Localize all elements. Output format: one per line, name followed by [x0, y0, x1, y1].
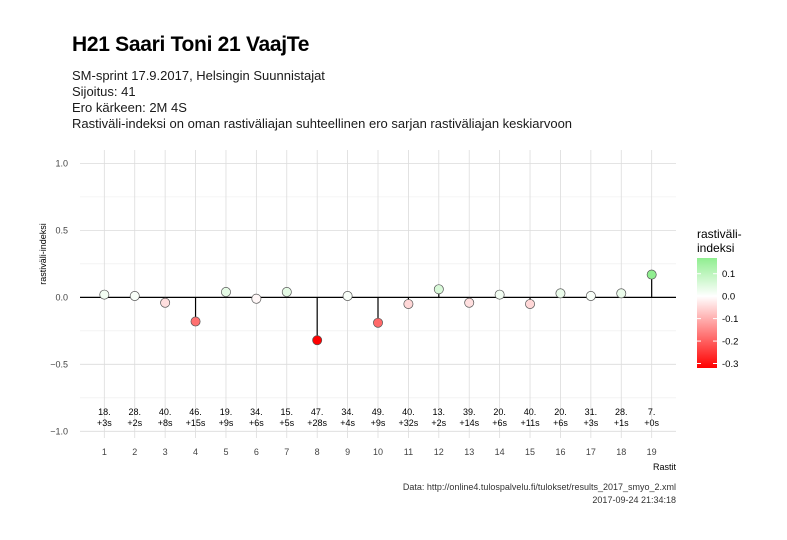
gap-label-7: +5s: [279, 418, 294, 428]
point-9: [342, 291, 353, 301]
subtitle-placement: Sijoitus: 41: [72, 84, 136, 99]
rank-label-8: 47.: [311, 407, 324, 417]
timestamp: 2017-09-24 21:34:18: [592, 495, 676, 505]
rank-label-11: 40.: [402, 407, 415, 417]
point-13: [464, 297, 475, 308]
x-tick-label: 17: [586, 447, 596, 457]
point-1: [99, 289, 110, 300]
x-tick-label: 18: [616, 447, 626, 457]
point-15: [525, 299, 535, 309]
gap-label-15: +11s: [520, 418, 540, 428]
gap-label-14: +6s: [492, 418, 507, 428]
gap-label-12: +2s: [431, 418, 446, 428]
rank-label-6: 34.: [250, 407, 263, 417]
y-tick-label: 0.5: [55, 225, 68, 235]
gap-label-16: +6s: [553, 418, 568, 428]
gap-label-18: +1s: [614, 418, 629, 428]
x-tick-label: 16: [555, 447, 565, 457]
legend-tick-label: -0.2: [722, 337, 738, 348]
gap-label-5: +9s: [219, 418, 234, 428]
point-17: [585, 291, 596, 301]
gap-label-9: +4s: [340, 418, 355, 428]
rank-label-10: 49.: [372, 407, 385, 417]
rank-label-5: 19.: [220, 407, 233, 417]
rank-label-7: 15.: [281, 407, 294, 417]
rank-label-2: 28.: [128, 407, 141, 417]
legend-tick-label: -0.1: [722, 314, 738, 325]
x-tick-label: 15: [525, 447, 535, 457]
point-8: [312, 335, 323, 346]
point-18: [616, 288, 627, 299]
gap-label-11: +32s: [399, 418, 419, 428]
legend-colorbar: [697, 258, 717, 368]
rank-label-14: 20.: [493, 407, 506, 417]
x-tick-label: 12: [434, 447, 444, 457]
x-tick-label: 7: [284, 447, 289, 457]
rank-label-1: 18.: [98, 407, 111, 417]
legend-tick-label: 0.0: [722, 292, 735, 303]
rank-label-19: 7.: [648, 407, 656, 417]
x-tick-label: 2: [132, 447, 137, 457]
subtitle-competition: SM-sprint 17.9.2017, Helsingin Suunnista…: [72, 68, 325, 83]
legend-tick-label: -0.3: [722, 359, 738, 370]
gap-label-1: +3s: [97, 418, 112, 428]
gap-label-19: +0s: [644, 418, 659, 428]
x-tick-label: 1: [102, 447, 107, 457]
point-19: [646, 269, 657, 280]
chart-title: H21 Saari Toni 21 VaajTe: [72, 33, 310, 56]
x-tick-label: 6: [254, 447, 259, 457]
gap-label-8: +28s: [307, 418, 327, 428]
data-source: Data: http://online4.tulospalvelu.fi/tul…: [402, 482, 676, 492]
point-10: [373, 317, 383, 328]
subtitle-description: Rastiväli-indeksi on oman rastiväliajan …: [72, 116, 573, 131]
point-5: [221, 287, 231, 297]
legend-tick-label: 0.1: [722, 269, 735, 280]
x-tick-label: 8: [315, 447, 320, 457]
gap-label-3: +8s: [158, 418, 173, 428]
gap-label-6: +6s: [249, 418, 264, 428]
x-tick-label: 11: [404, 447, 413, 457]
gap-label-17: +3s: [583, 418, 598, 428]
legend-title-line1: rastiväli-: [697, 227, 742, 241]
x-tick-label: 10: [373, 447, 383, 457]
legend-title-line2: indeksi: [697, 241, 734, 255]
rank-label-9: 34.: [341, 407, 354, 417]
subtitle-gap: Ero kärkeen: 2M 4S: [72, 100, 187, 115]
point-3: [160, 297, 171, 308]
x-tick-label: 14: [495, 447, 505, 457]
rank-label-12: 13.: [433, 407, 446, 417]
y-axis-title: rastiväli-indeksi: [38, 223, 48, 285]
gap-label-4: +15s: [186, 418, 206, 428]
rank-label-15: 40.: [524, 407, 537, 417]
point-7: [281, 287, 292, 297]
y-tick-label: −1.0: [50, 426, 68, 436]
x-tick-label: 3: [163, 447, 168, 457]
point-16: [555, 288, 566, 299]
x-tick-label: 5: [223, 447, 228, 457]
y-tick-label: 1.0: [55, 158, 68, 168]
rank-label-17: 31.: [585, 407, 598, 417]
point-14: [494, 289, 505, 300]
gap-label-10: +9s: [371, 418, 386, 428]
point-11: [403, 299, 414, 309]
rank-label-18: 28.: [615, 407, 628, 417]
point-2: [129, 291, 140, 301]
y-tick-label: 0.0: [55, 292, 68, 302]
rank-label-4: 46.: [189, 407, 202, 417]
point-12: [433, 284, 444, 295]
rank-label-16: 20.: [554, 407, 567, 417]
gap-label-13: +14s: [459, 418, 479, 428]
x-tick-label: 9: [345, 447, 350, 457]
x-axis-title: Rastit: [653, 462, 677, 472]
rank-label-13: 39.: [463, 407, 476, 417]
gap-label-2: +2s: [127, 418, 142, 428]
point-6: [251, 293, 262, 304]
point-4: [190, 316, 201, 327]
y-tick-label: −0.5: [50, 359, 68, 369]
x-tick-label: 13: [464, 447, 474, 457]
x-tick-label: 19: [647, 447, 657, 457]
x-tick-label: 4: [193, 447, 198, 457]
rank-label-3: 40.: [159, 407, 172, 417]
